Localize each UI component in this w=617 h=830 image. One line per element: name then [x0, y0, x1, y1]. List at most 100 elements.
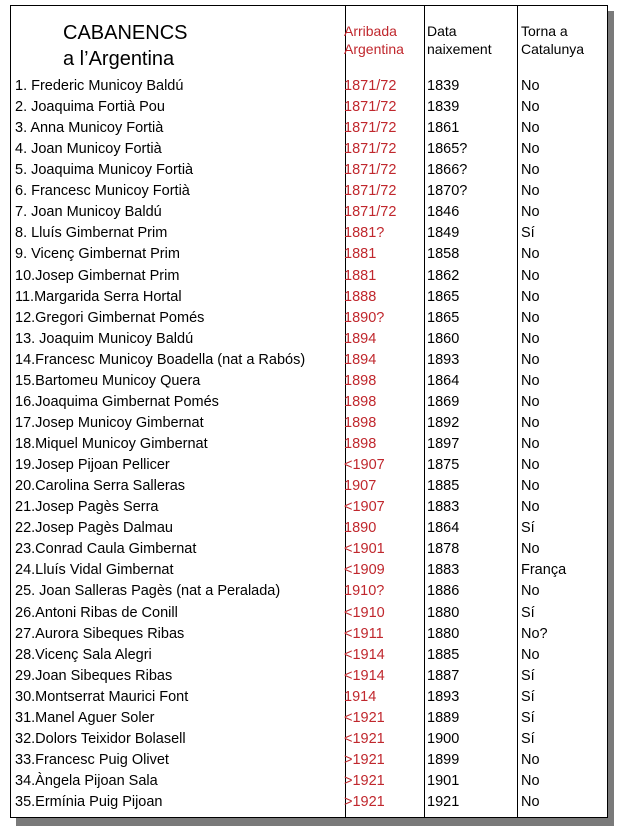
arrival-year: 1881? — [344, 225, 385, 242]
returned: No — [521, 372, 540, 389]
birth-year: 1866? — [427, 162, 468, 179]
returned: No — [521, 794, 540, 811]
table-row: 14.Francesc Municoy Boadella (nat a Rabó… — [11, 350, 607, 371]
arrival-year: 1890? — [344, 309, 385, 326]
birth-year: 1870? — [427, 183, 468, 200]
table-row: 35.Ermínia Puig Pijoan >1921 1921 No — [11, 792, 607, 813]
returned: No — [521, 541, 540, 558]
arrival-year: >1921 — [344, 772, 385, 789]
returned: França — [521, 562, 567, 579]
birth-year: 1849 — [427, 225, 460, 242]
arrival-year: <1921 — [344, 709, 385, 726]
column-divider — [424, 6, 425, 817]
birth-year: 1892 — [427, 414, 460, 431]
arrival-year: <1907 — [344, 457, 385, 474]
person-name: 8. Lluís Gimbernat Prim — [15, 225, 168, 242]
person-name: 23.Conrad Caula Gimbernat — [15, 541, 197, 558]
returned: No — [521, 330, 540, 347]
table-row: 12.Gregori Gimbernat Pomés 1890? 1865 No — [11, 308, 607, 329]
returned: Sí — [521, 667, 535, 684]
arrival-year: 1910? — [344, 583, 385, 600]
returned: No — [521, 457, 540, 474]
header-birth: Data naixement — [427, 22, 492, 58]
person-name: 28.Vicenç Sala Alegri — [15, 646, 152, 663]
person-name: 34.Àngela Pijoan Sala — [15, 772, 158, 789]
table-row: 34.Àngela Pijoan Sala >1921 1901 No — [11, 771, 607, 792]
table-row: 21.Josep Pagès Serra <1907 1883 No — [11, 497, 607, 518]
person-name: 24.Lluís Vidal Gimbernat — [15, 562, 174, 579]
person-name: 12.Gregori Gimbernat Pomés — [15, 309, 205, 326]
birth-year: 1846 — [427, 204, 460, 221]
table-row: 23.Conrad Caula Gimbernat <1901 1878 No — [11, 539, 607, 560]
arrival-year: 1898 — [344, 372, 377, 389]
table-row: 8. Lluís Gimbernat Prim 1881? 1849 Sí — [11, 223, 607, 244]
arrival-year: <1901 — [344, 541, 385, 558]
arrival-year: <1909 — [344, 562, 385, 579]
column-divider — [517, 6, 518, 817]
person-name: 20.Carolina Serra Salleras — [15, 478, 186, 495]
birth-year: 1885 — [427, 478, 460, 495]
arrival-year: 1898 — [344, 393, 377, 410]
arrival-year: 1888 — [344, 288, 377, 305]
table-row: 11.Margarida Serra Hortal 1888 1865 No — [11, 287, 607, 308]
returned: No — [521, 288, 540, 305]
returned: No — [521, 78, 540, 94]
person-name: 14.Francesc Municoy Boadella (nat a Rabó… — [15, 351, 306, 368]
person-name: 33.Francesc Puig Olivet — [15, 751, 169, 768]
returned: No — [521, 751, 540, 768]
birth-year: 1883 — [427, 499, 460, 516]
returned: Sí — [521, 730, 535, 747]
title-line: a l’Argentina — [63, 48, 175, 70]
table-row: 13. Joaquim Municoy Baldú 1894 1860 No — [11, 329, 607, 350]
table-row: 10.Josep Gimbernat Prim 1881 1862 No — [11, 266, 607, 287]
returned: No — [521, 120, 540, 137]
table-row: 18.Miquel Municoy Gimbernat 1898 1897 No — [11, 434, 607, 455]
returned: No — [521, 204, 540, 221]
table-row: 3. Anna Municoy Fortià 1871/72 1861 No — [11, 118, 607, 139]
table-row: 29.Joan Sibeques Ribas <1914 1887 Sí — [11, 666, 607, 687]
table-row: 6. Francesc Municoy Fortià 1871/72 1870? No — [11, 181, 607, 202]
arrival-year: 1881 — [344, 246, 377, 263]
arrival-year: 1894 — [344, 330, 377, 347]
birth-year: 1883 — [427, 562, 460, 579]
arrival-year: 1871/72 — [344, 120, 397, 137]
birth-year: 1861 — [427, 120, 460, 137]
table-row: 15.Bartomeu Municoy Quera 1898 1864 No — [11, 371, 607, 392]
birth-year: 1880 — [427, 604, 460, 621]
title-line: CABANENCS — [63, 22, 188, 44]
arrival-year: 1871/72 — [344, 78, 397, 94]
arrival-year: 1871/72 — [344, 183, 397, 200]
header-line: Catalunya — [521, 41, 585, 57]
table-row: 31.Manel Aguer Soler <1921 1889 Sí — [11, 708, 607, 729]
person-name: 2. Joaquima Fortià Pou — [15, 99, 165, 116]
person-name: 15.Bartomeu Municoy Quera — [15, 372, 201, 389]
header-line: Torna a — [521, 23, 568, 39]
birth-year: 1862 — [427, 267, 460, 284]
table-row: 9. Vicenç Gimbernat Prim 1881 1858 No — [11, 244, 607, 265]
table-row: 22.Josep Pagès Dalmau 1890 1864 Sí — [11, 518, 607, 539]
table-title: CABANENCS a l’Argentina — [63, 20, 187, 72]
person-name: 3. Anna Municoy Fortià — [15, 120, 164, 137]
arrival-year: 1898 — [344, 436, 377, 453]
returned: No — [521, 583, 540, 600]
birth-year: 1889 — [427, 709, 460, 726]
birth-year: 1839 — [427, 78, 460, 94]
birth-year: 1899 — [427, 751, 460, 768]
returned: Sí — [521, 604, 535, 621]
table-row: 16.Joaquima Gimbernat Pomés 1898 1869 No — [11, 392, 607, 413]
arrival-year: <1907 — [344, 499, 385, 516]
birth-year: 1865? — [427, 141, 468, 158]
returned: Sí — [521, 688, 535, 705]
returned: No — [521, 267, 540, 284]
birth-year: 1864 — [427, 372, 460, 389]
table-row: 25. Joan Salleras Pagès (nat a Peralada)… — [11, 581, 607, 602]
person-name: 21.Josep Pagès Serra — [15, 499, 159, 516]
returned: No — [521, 99, 540, 116]
arrival-year: 1894 — [344, 351, 377, 368]
table-row: 19.Josep Pijoan Pellicer <1907 1875 No — [11, 455, 607, 476]
arrival-year: <1921 — [344, 730, 385, 747]
header-line: naixement — [427, 41, 492, 57]
person-name: 7. Joan Municoy Baldú — [15, 204, 162, 221]
person-name: 10.Josep Gimbernat Prim — [15, 267, 180, 284]
arrival-year: 1914 — [344, 688, 377, 705]
